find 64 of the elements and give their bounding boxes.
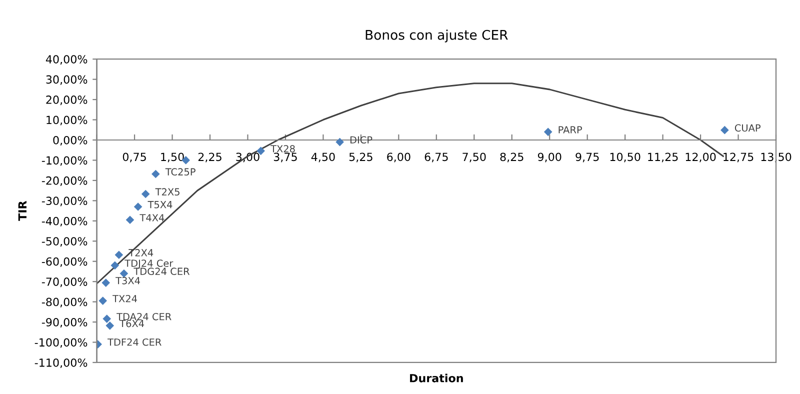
y-tick-label: -110,00% <box>34 358 88 368</box>
y-axis-title: TIR <box>18 200 26 221</box>
annotation: T2X5 <box>155 188 180 196</box>
y-tick-label: -20,00% <box>42 176 88 186</box>
point <box>134 202 142 211</box>
x-tick-label: 10,50 <box>610 152 640 162</box>
y-tick-label: -70,00% <box>42 278 88 288</box>
y-tick-label: 10,00% <box>46 116 88 126</box>
point <box>102 278 110 287</box>
y-tick-label: 20,00% <box>46 96 88 106</box>
y-tick-label: 0,00% <box>53 136 88 146</box>
x-tick-label: 4,50 <box>311 152 335 162</box>
y-tick-label: 30,00% <box>46 75 88 85</box>
annotation: T6X4 <box>120 320 144 328</box>
annotation: T3X4 <box>116 276 140 284</box>
y-tick-label: -80,00% <box>42 298 88 308</box>
y-tick-label: -30,00% <box>42 196 88 206</box>
x-axis-title: Duration <box>410 374 463 382</box>
x-tick-label: 6,75 <box>424 152 448 162</box>
x-tick-label: 9,00 <box>538 152 562 162</box>
annotation: T4X4 <box>140 214 164 222</box>
point <box>151 170 160 178</box>
y-tick-label: -50,00% <box>42 237 88 247</box>
annotation: TDJ24 Cer <box>124 260 174 269</box>
x-tick-label: 5,25 <box>349 152 372 162</box>
point <box>110 261 120 270</box>
annotation: TDF24 CER <box>108 338 162 346</box>
x-tick-label: 12,00 <box>686 152 716 162</box>
y-tick-label: -90,00% <box>42 318 88 328</box>
annotation: TC25P <box>165 168 196 176</box>
y-tick-label: 40,00% <box>46 55 88 65</box>
point <box>114 250 124 260</box>
x-tick-label: 1,50 <box>161 152 184 162</box>
chart-title: Bonos con ajuste CER <box>366 30 508 42</box>
y-tick-label: -10,00% <box>42 156 88 166</box>
x-tick-label: 6,00 <box>387 152 410 162</box>
x-tick-label: 0,75 <box>122 152 146 162</box>
point <box>336 138 344 146</box>
annotation: TX28 <box>270 145 295 152</box>
line-series <box>96 82 724 284</box>
annotation: CUAP <box>734 124 760 132</box>
x-tick-label: 12,75 <box>724 152 754 162</box>
x-tick-label: 8,25 <box>500 152 524 162</box>
y-tick-label: -40,00% <box>42 216 88 226</box>
annotation: TDA24 CER <box>116 312 172 320</box>
point <box>720 126 729 134</box>
x-tick-label: 7,50 <box>462 152 486 162</box>
point <box>106 322 114 330</box>
x-tick-label: 13,50 <box>761 152 792 162</box>
x-tick-label: 2,25 <box>198 152 222 162</box>
x-tick-label: 11,25 <box>648 152 678 162</box>
point <box>141 190 150 198</box>
point <box>126 216 134 224</box>
point <box>98 296 108 305</box>
point <box>102 314 112 323</box>
annotation: TDG24 CER <box>134 268 190 276</box>
x-tick-label: 9,75 <box>576 152 599 162</box>
point <box>544 128 552 136</box>
y-tick-label: -100,00% <box>34 338 88 348</box>
x-tick-label: 3,75 <box>274 152 297 162</box>
annotation: T5X4 <box>148 201 172 208</box>
annotation: TX24 <box>112 294 137 302</box>
annotation: PARP <box>558 126 582 134</box>
y-tick-label: -60,00% <box>42 257 88 267</box>
